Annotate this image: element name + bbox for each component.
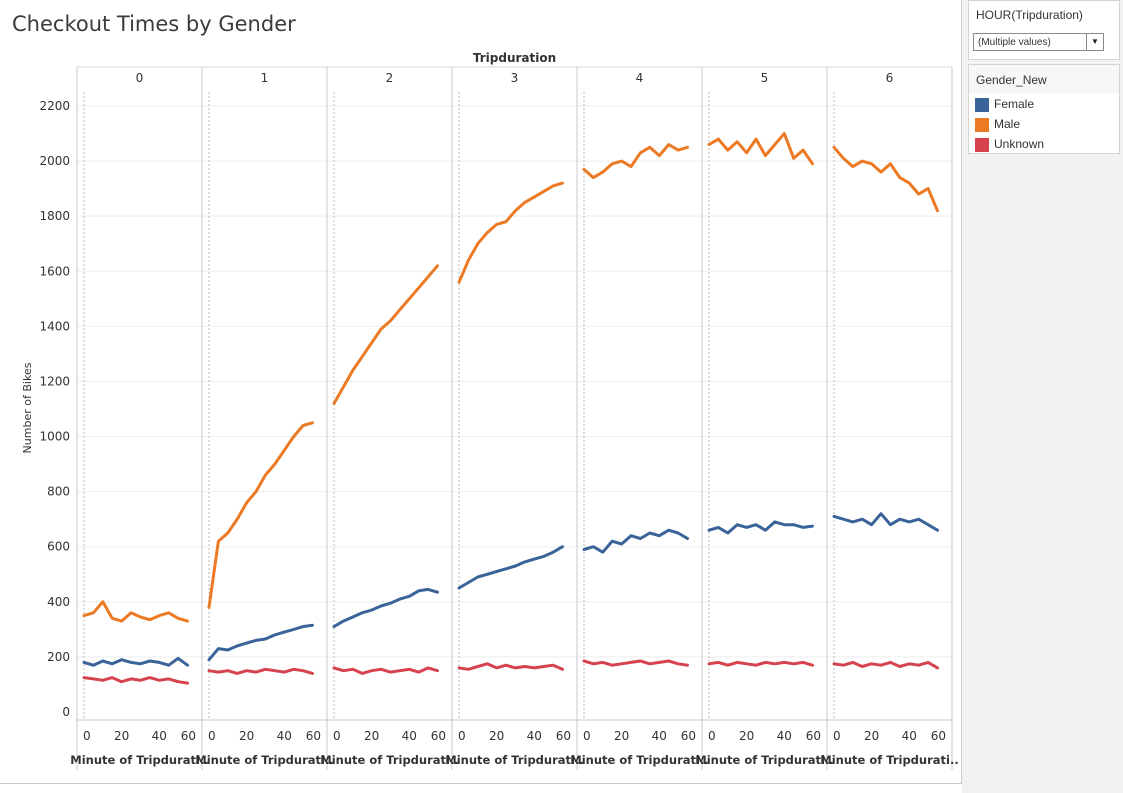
legend-label: Unknown bbox=[994, 137, 1045, 151]
series-line-female bbox=[832, 512, 939, 532]
x-tick-label: 20 bbox=[114, 729, 129, 743]
series-line-male bbox=[82, 600, 189, 623]
y-tick-label: 0 bbox=[62, 705, 70, 719]
legend-swatch bbox=[975, 118, 989, 132]
series-line-male bbox=[332, 264, 439, 405]
legend-label: Female bbox=[994, 97, 1035, 111]
panel-header-6: 6 bbox=[886, 71, 894, 85]
x-tick-label: 20 bbox=[489, 729, 504, 743]
y-tick-label: 800 bbox=[47, 485, 70, 499]
x-tick-label: 60 bbox=[181, 729, 196, 743]
legend-label: Male bbox=[994, 117, 1021, 131]
panel-header-3: 3 bbox=[511, 71, 519, 85]
x-tick-label: 0 bbox=[708, 729, 716, 743]
filter-title: HOUR(Tripduration) bbox=[976, 8, 1083, 22]
x-tick-label: 40 bbox=[402, 729, 417, 743]
series-line-female bbox=[707, 520, 814, 535]
y-tick-label: 2000 bbox=[39, 154, 70, 168]
series-line-male bbox=[832, 145, 939, 213]
x-tick-label: 60 bbox=[806, 729, 821, 743]
dropdown-arrow-icon[interactable]: ▼ bbox=[1086, 34, 1103, 50]
series-line-female bbox=[332, 587, 439, 629]
x-axis-title: Minute of Tripdurati.. bbox=[195, 753, 333, 767]
y-tick-label: 1600 bbox=[39, 264, 70, 278]
right-pane: HOUR(Tripduration) (Multiple values) ▼ G… bbox=[962, 0, 1123, 793]
x-tick-label: 20 bbox=[239, 729, 254, 743]
x-tick-label: 0 bbox=[208, 729, 216, 743]
series-line-unknown bbox=[82, 676, 189, 685]
y-tick-label: 200 bbox=[47, 650, 70, 664]
x-axis-title: Minute of Tripdurati.. bbox=[70, 753, 208, 767]
series-line-male bbox=[582, 143, 689, 180]
x-tick-label: 0 bbox=[333, 729, 341, 743]
legend-swatch bbox=[975, 138, 989, 152]
x-tick-label: 20 bbox=[739, 729, 754, 743]
legend-swatch bbox=[975, 98, 989, 112]
visualization-frame: Checkout Times by Gender Tripduration 0 1 2… bbox=[0, 0, 962, 784]
x-axis-title: Minute of Tripdurati.. bbox=[820, 753, 958, 767]
panel-header-1: 1 bbox=[261, 71, 269, 85]
y-tick-label: 2200 bbox=[39, 99, 70, 113]
series-line-male bbox=[207, 421, 314, 609]
hour-filter-card: HOUR(Tripduration) (Multiple values) ▼ bbox=[968, 0, 1120, 60]
series-line-female bbox=[82, 656, 189, 667]
y-tick-label: 1400 bbox=[39, 319, 70, 333]
x-tick-label: 60 bbox=[306, 729, 321, 743]
x-tick-label: 60 bbox=[431, 729, 446, 743]
column-header: Tripduration bbox=[473, 51, 556, 65]
x-tick-label: 40 bbox=[277, 729, 292, 743]
x-tick-label: 60 bbox=[556, 729, 571, 743]
y-tick-label: 600 bbox=[47, 540, 70, 554]
x-tick-label: 20 bbox=[364, 729, 379, 743]
y-tick-label: 400 bbox=[47, 595, 70, 609]
filter-selected-value: (Multiple values) bbox=[978, 37, 1051, 48]
series-line-unknown bbox=[832, 660, 939, 670]
gender-legend-card: Gender_New Female Male Unknown bbox=[968, 64, 1120, 154]
series-line-unknown bbox=[207, 667, 314, 675]
series-line-unknown bbox=[707, 660, 814, 667]
y-tick-label: 1000 bbox=[39, 430, 70, 444]
x-axis-title: Minute of Tripdurati.. bbox=[695, 753, 833, 767]
series-line-unknown bbox=[582, 659, 689, 667]
x-axis-title: Minute of Tripdurati.. bbox=[320, 753, 458, 767]
x-axis-title: Minute of Tripdurati.. bbox=[570, 753, 708, 767]
series-line-female bbox=[207, 623, 314, 662]
x-tick-label: 0 bbox=[458, 729, 466, 743]
x-tick-label: 40 bbox=[777, 729, 792, 743]
x-tick-label: 20 bbox=[864, 729, 879, 743]
x-tick-label: 0 bbox=[583, 729, 591, 743]
x-tick-label: 40 bbox=[902, 729, 917, 743]
panel-header-0: 0 bbox=[136, 71, 144, 85]
y-tick-label: 1200 bbox=[39, 374, 70, 388]
x-tick-label: 20 bbox=[614, 729, 629, 743]
x-tick-label: 0 bbox=[83, 729, 91, 743]
series-line-female bbox=[457, 545, 564, 590]
series-line-male bbox=[457, 181, 564, 284]
panel-header-2: 2 bbox=[386, 71, 394, 85]
x-tick-label: 0 bbox=[833, 729, 841, 743]
series-line-unknown bbox=[332, 666, 439, 675]
x-axis-title: Minute of Tripdurati.. bbox=[445, 753, 583, 767]
x-tick-label: 40 bbox=[152, 729, 167, 743]
panel-header-5: 5 bbox=[761, 71, 769, 85]
x-tick-label: 60 bbox=[681, 729, 696, 743]
legend-title: Gender_New bbox=[969, 65, 1119, 93]
series-line-male bbox=[707, 132, 814, 166]
x-tick-label: 40 bbox=[652, 729, 667, 743]
hour-filter-dropdown[interactable]: (Multiple values) ▼ bbox=[973, 33, 1104, 51]
y-axis-title: Number of Bikes bbox=[21, 362, 34, 453]
panel-header-4: 4 bbox=[636, 71, 644, 85]
series-line-unknown bbox=[457, 662, 564, 671]
y-tick-label: 1800 bbox=[39, 209, 70, 223]
x-tick-label: 60 bbox=[931, 729, 946, 743]
x-tick-label: 40 bbox=[527, 729, 542, 743]
chart-title: Checkout Times by Gender bbox=[12, 12, 296, 36]
series-line-female bbox=[582, 528, 689, 554]
